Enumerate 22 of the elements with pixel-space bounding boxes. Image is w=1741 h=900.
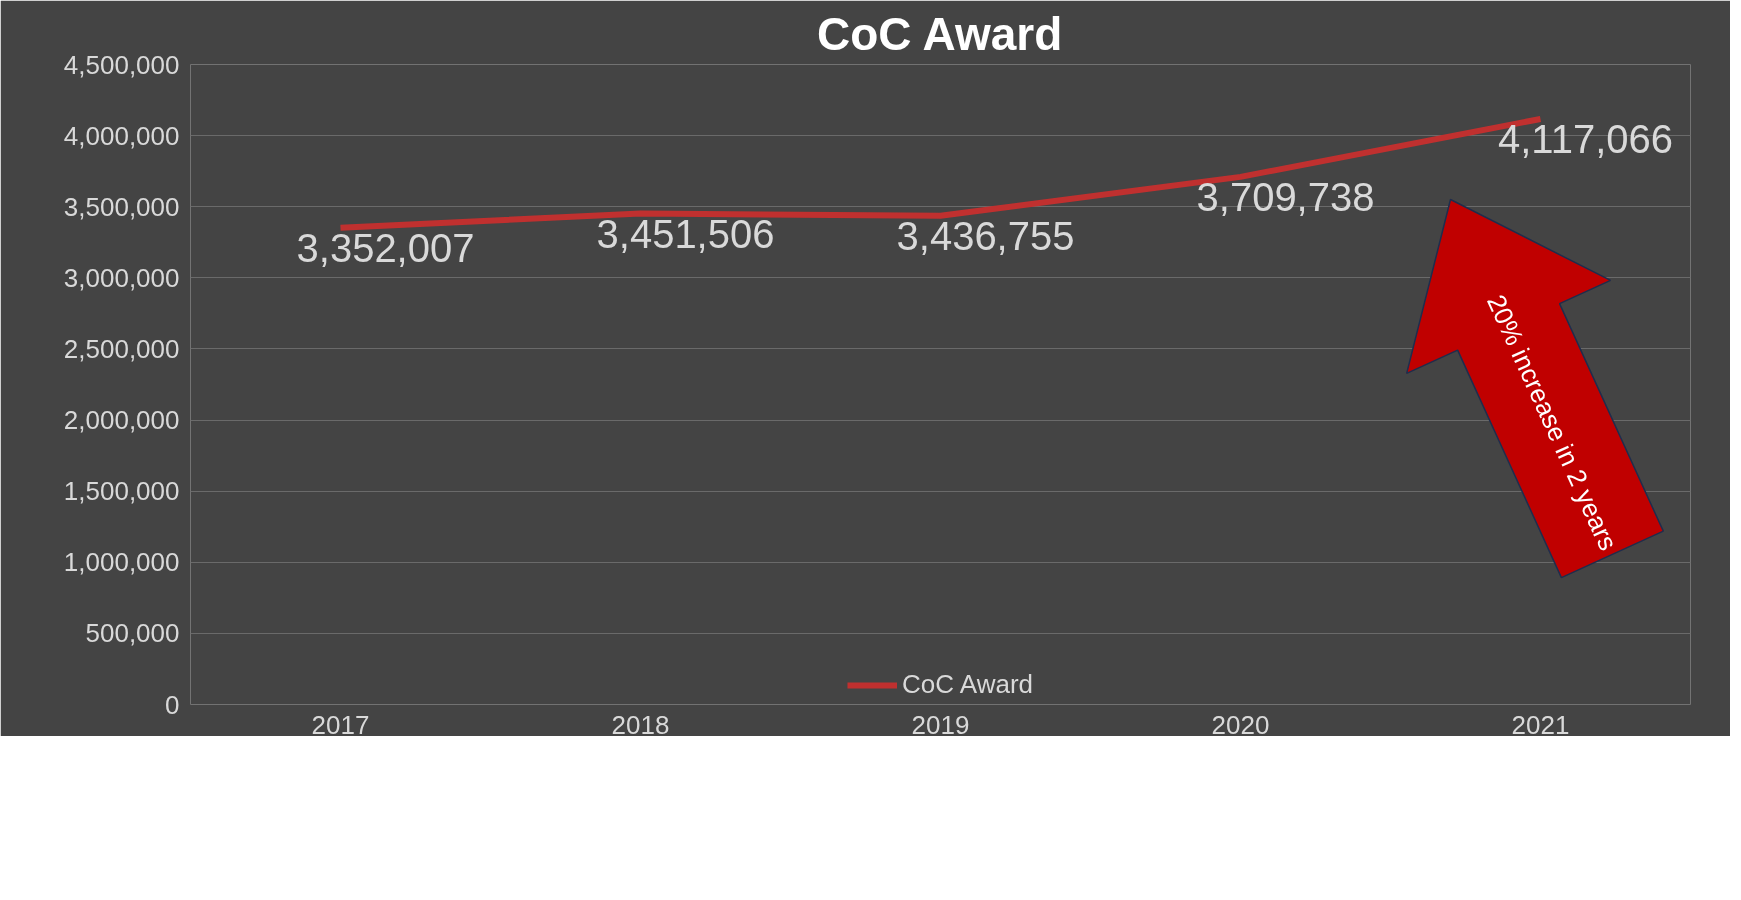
y-tick-label: 3,000,000: [63, 262, 180, 293]
x-tick-label: 2019: [911, 709, 970, 740]
y-tick-label: 1,000,000: [63, 547, 180, 578]
y-tick-label: 2,500,000: [63, 333, 180, 364]
chart-title: CoC Award: [816, 7, 1063, 60]
text: 3,709,738: [1196, 174, 1375, 219]
text: 3,436,755: [896, 213, 1075, 258]
x-tick-label: 2021: [1511, 709, 1570, 740]
y-tick-label: 3,500,000: [63, 191, 180, 222]
y-tick-label: 4,500,000: [63, 49, 180, 80]
y-tick-label: 4,000,000: [63, 120, 180, 151]
y-tick-label: 0: [165, 689, 180, 720]
text: 4,117,066: [1498, 116, 1673, 161]
legend-label: CoC Award: [901, 669, 1034, 700]
text: 3,451,506: [596, 211, 775, 256]
text: 3,352,007: [296, 225, 475, 270]
y-tick-label: 500,000: [85, 618, 180, 649]
x-tick-label: 2017: [311, 709, 370, 740]
x-tick-label: 2020: [1211, 709, 1270, 740]
x-tick-label: 2018: [611, 709, 670, 740]
y-tick-label: 2,000,000: [63, 405, 180, 436]
y-tick-label: 1,500,000: [63, 476, 180, 507]
